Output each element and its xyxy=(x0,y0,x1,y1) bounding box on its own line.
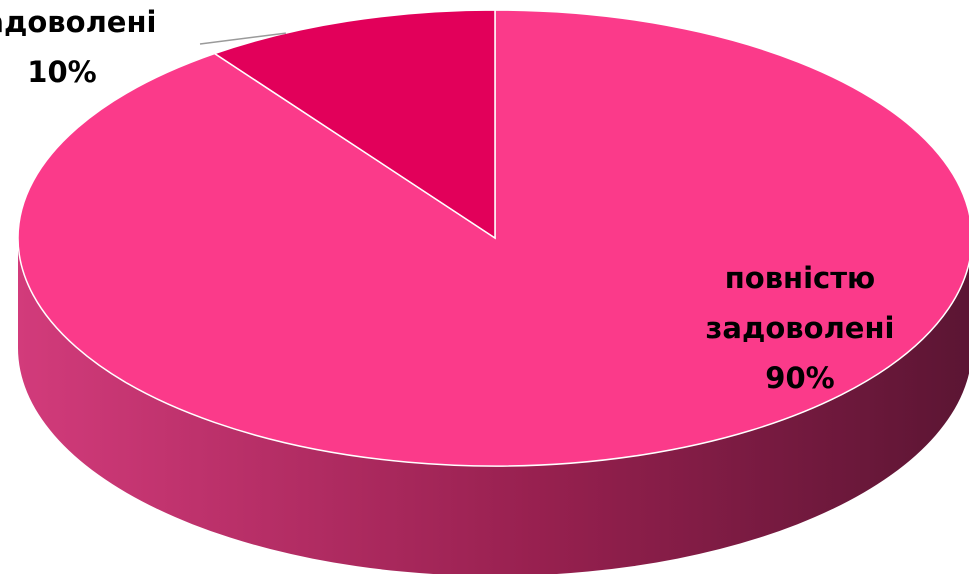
pie-side-wall xyxy=(18,238,969,574)
slices-layer xyxy=(17,9,969,467)
slice-category-label: повністю xyxy=(725,261,875,295)
pie-slice-1 xyxy=(17,9,969,467)
slice-label-2: задоволені 10% xyxy=(0,5,156,89)
slice-value-label: 90% xyxy=(765,361,834,395)
labels-layer: повністю задоволені 90% задоволені 10% xyxy=(0,5,894,395)
slice-leader-line xyxy=(199,32,286,45)
slice-label-1: повністю задоволені 90% xyxy=(706,261,895,395)
slice-value-label: 10% xyxy=(27,55,96,89)
slice-category-label: задоволені xyxy=(706,311,895,345)
pie-slice-2 xyxy=(212,9,496,240)
slice-category-label: задоволені xyxy=(0,5,156,39)
